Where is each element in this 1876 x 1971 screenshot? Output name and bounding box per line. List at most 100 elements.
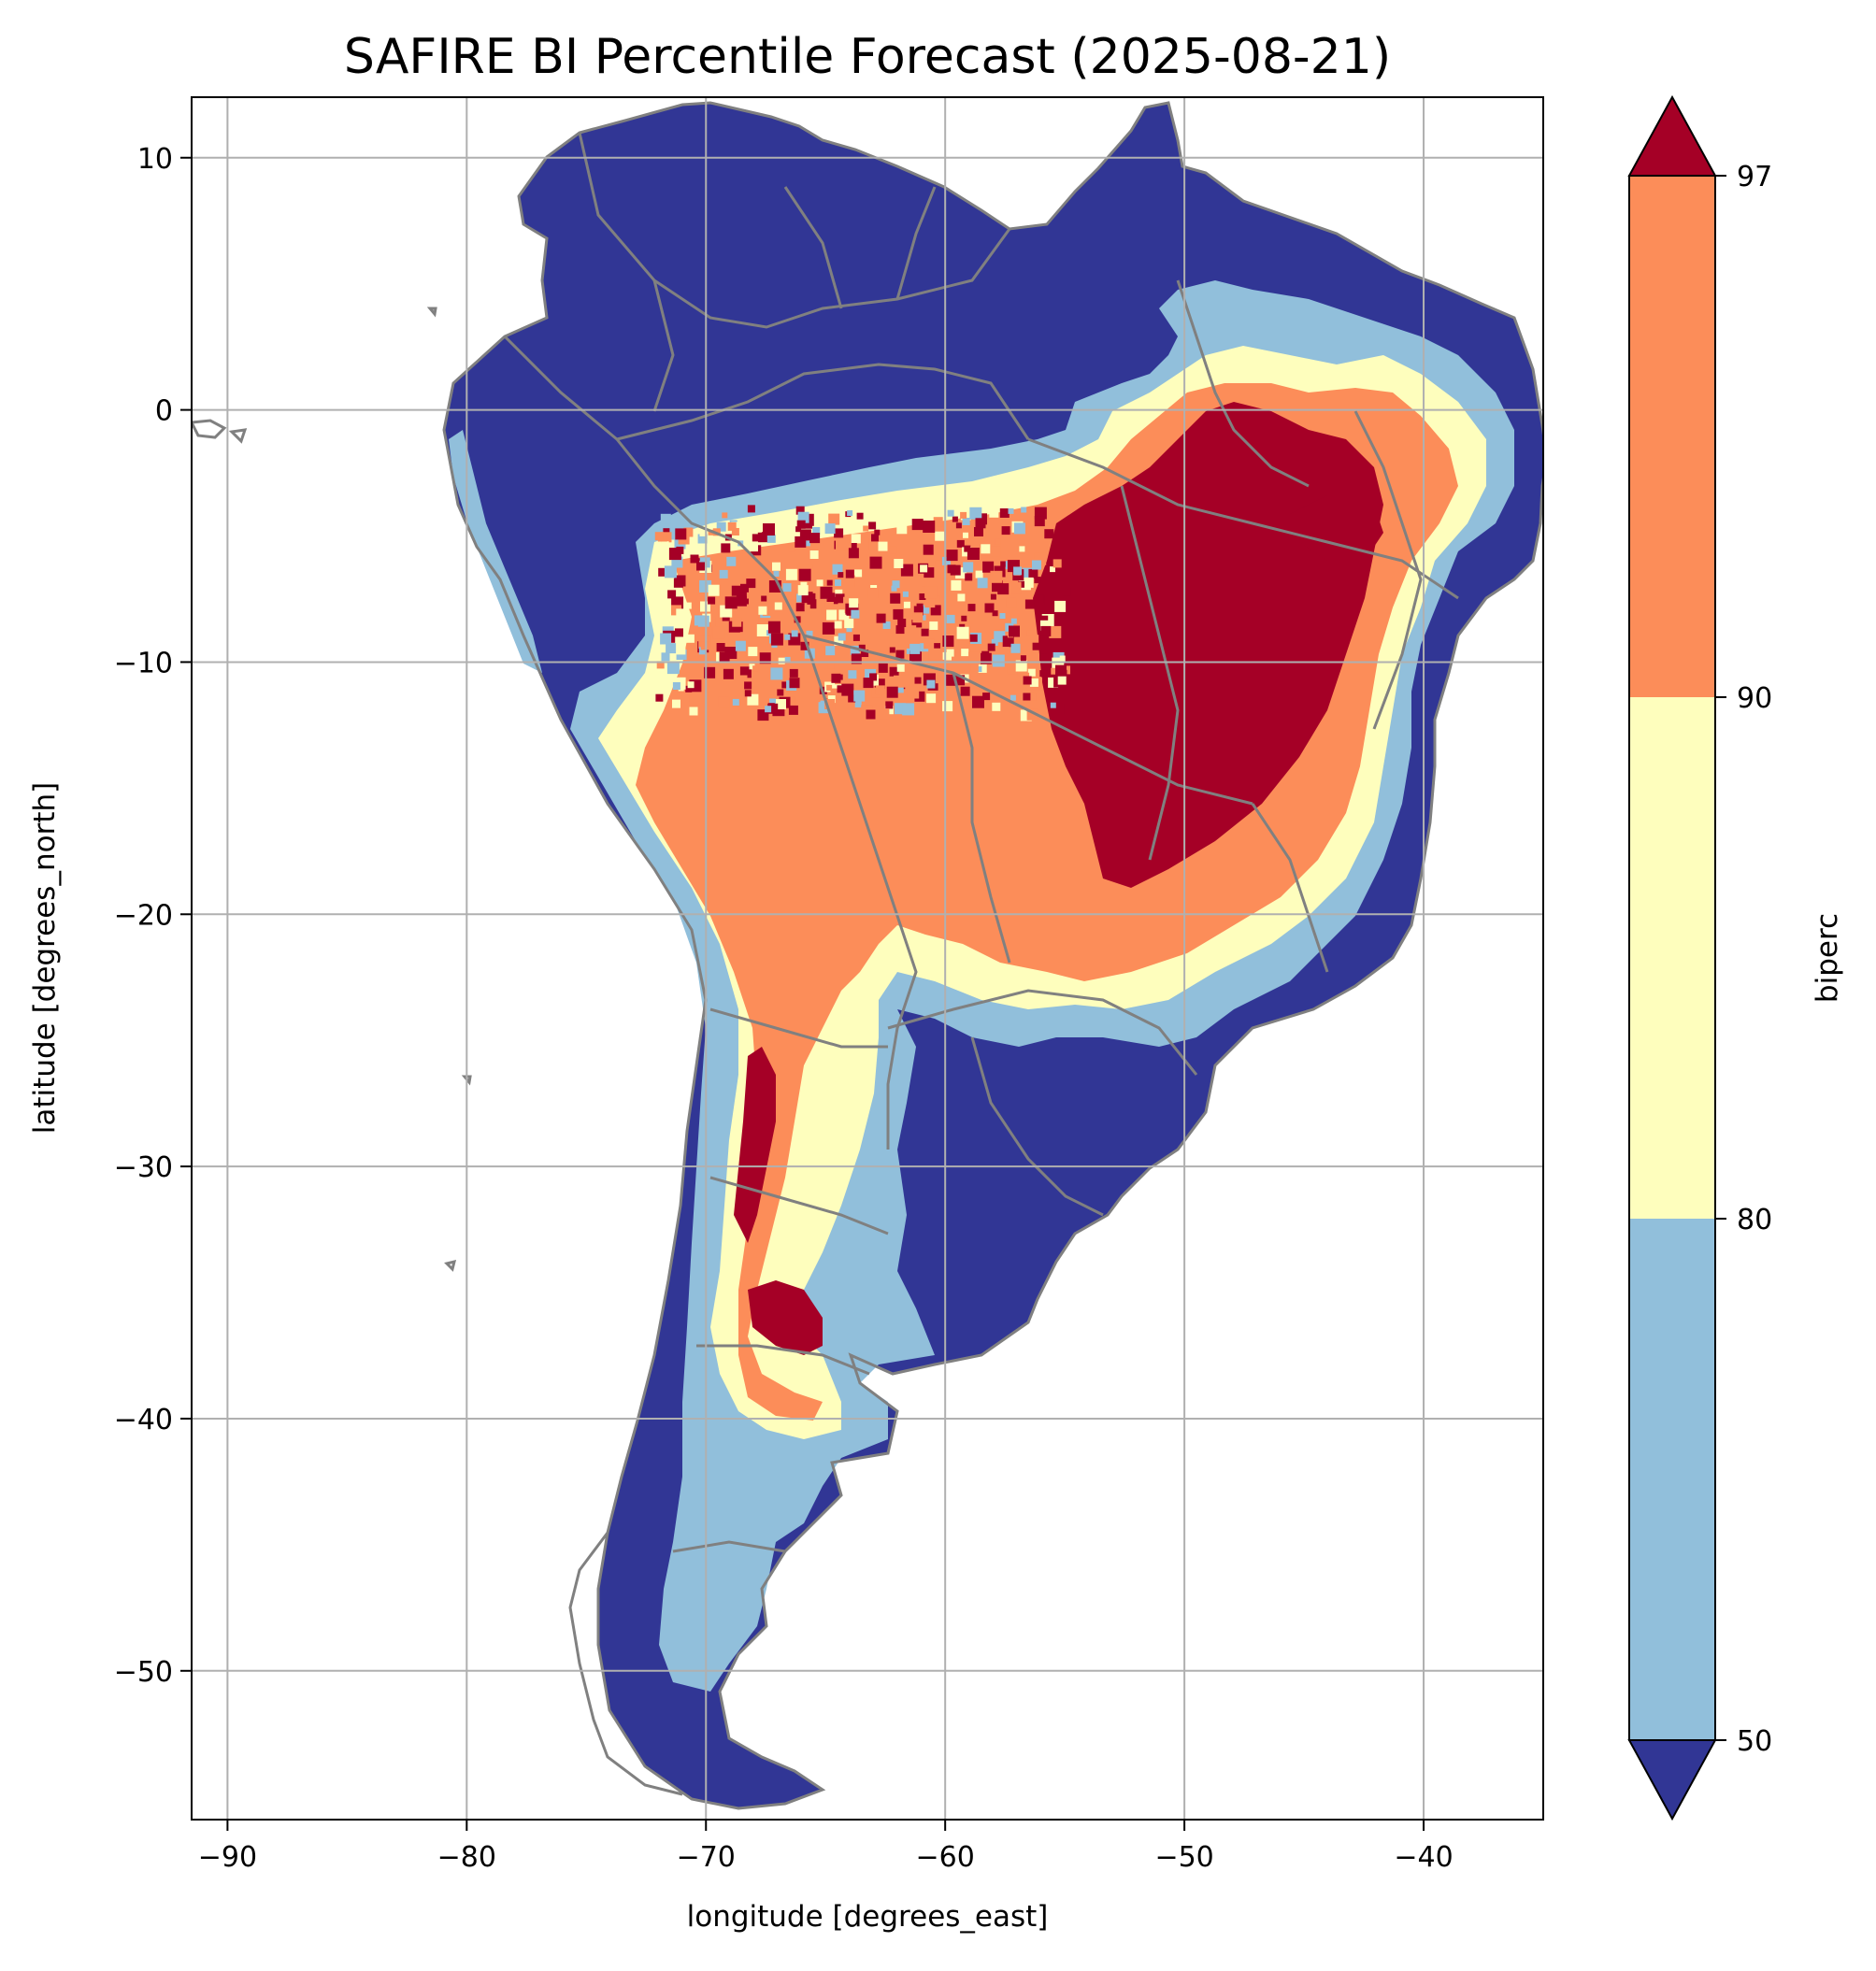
y-tick-label: −40 (114, 1404, 173, 1436)
speckle-cell (781, 681, 789, 689)
speckle-cell (868, 511, 875, 518)
speckle-cell (919, 593, 926, 600)
speckle-cell (1040, 620, 1051, 631)
speckle-cell (875, 685, 885, 695)
speckle-cell (785, 568, 797, 580)
speckle-cell (773, 571, 780, 577)
speckle-cell (826, 579, 833, 586)
chile-archipelago (568, 1532, 683, 1796)
speckle-cell (834, 636, 844, 646)
speckle-cell (991, 638, 998, 646)
speckle-cell (698, 647, 707, 655)
speckle-cell (854, 700, 862, 707)
y-tick-label: 0 (155, 395, 173, 428)
region-c5-andes (734, 1047, 776, 1243)
speckle-cell (1010, 643, 1021, 653)
region-c2-andes-coast (449, 430, 542, 673)
speckle-cell (1028, 693, 1037, 701)
x-tick-label: −90 (198, 1841, 257, 1874)
map-panel[interactable] (191, 96, 1547, 1821)
speckle-cell (889, 666, 899, 677)
speckle-cell (1040, 615, 1049, 623)
speckle-cell (856, 512, 864, 520)
border-inner-f (887, 989, 1198, 1076)
speckle-cell (867, 588, 879, 598)
speckle-cell (946, 550, 958, 562)
speckle-cell (747, 536, 753, 542)
speckle-cell (914, 691, 925, 702)
speckle-cell (747, 505, 755, 513)
speckle-cell (846, 626, 852, 633)
speckle-cell (863, 678, 874, 689)
speckle-cell (956, 626, 969, 639)
speckle-cell (968, 651, 981, 664)
speckle-cell (1053, 559, 1062, 568)
speckle-cell (1023, 577, 1034, 588)
speckle-cell (999, 508, 1010, 518)
speckle-cell (697, 615, 709, 627)
speckle-cell (752, 534, 760, 542)
speckle-cell (972, 695, 984, 708)
colorbar-tick-label: 97 (1737, 161, 1772, 193)
speckle-cell (667, 590, 677, 599)
speckle-cell (992, 702, 1001, 711)
x-axis-ticks: −90 −80 −70 −60 −50 −40 (198, 1820, 1454, 1874)
speckle-cell (1064, 704, 1075, 714)
speckle-cell (744, 690, 752, 697)
speckle-cell (1062, 587, 1071, 596)
speckle-cell (731, 585, 742, 596)
speckle-cell (891, 585, 897, 592)
speckle-cell (759, 652, 771, 664)
speckle-cell (911, 519, 924, 531)
border-inner-p (1251, 803, 1329, 973)
colorbar-segment-80-90 (1629, 697, 1715, 1219)
speckle-cell (975, 518, 986, 529)
speckle-cell (961, 649, 969, 657)
speckle-cell (923, 544, 934, 555)
speckle-cell (769, 698, 777, 706)
colorbar-segment-90-97 (1629, 176, 1715, 697)
speckle-cell (960, 686, 970, 696)
speckle-cell (795, 506, 805, 515)
speckle-cell (718, 696, 730, 708)
speckle-cell (851, 653, 862, 664)
speckle-cell (726, 556, 737, 566)
border-inner-s (783, 186, 843, 309)
speckle-cell (1023, 672, 1030, 679)
speckle-cell (969, 507, 982, 520)
speckle-cell (748, 647, 758, 657)
speckle-cell (716, 521, 726, 532)
speckle-cell (894, 675, 906, 688)
speckle-cell (964, 545, 971, 552)
speckle-cell (747, 540, 758, 552)
speckle-cell (920, 614, 926, 621)
speckle-cell (816, 579, 823, 587)
speckle-cell (838, 609, 850, 621)
speckle-cell (774, 602, 782, 610)
speckle-cell (930, 605, 941, 616)
speckle-cell (1023, 676, 1032, 685)
speckle-cell (655, 693, 664, 702)
speckle-cell (978, 673, 984, 679)
speckle-cell (702, 625, 712, 636)
speckle-cell (752, 665, 759, 672)
speckle-cell (784, 634, 791, 640)
speckle-cell (797, 585, 809, 596)
speckle-cell (836, 538, 848, 551)
speckle-cell (1010, 618, 1017, 624)
speckle-cell (1055, 664, 1067, 677)
border-inner-c (616, 363, 1030, 441)
speckle-cell (757, 532, 768, 543)
speckle-cell (723, 668, 734, 679)
speckle-cell (940, 572, 948, 579)
speckle-cell (788, 705, 798, 715)
speckle-cell (835, 593, 845, 604)
speckle-cell (789, 678, 800, 689)
speckle-cell (735, 640, 746, 651)
speckle-cell (827, 662, 835, 669)
speckle-cell (851, 534, 861, 544)
speckle-cell (809, 533, 821, 544)
chart-title: SAFIRE BI Percentile Forecast (2025-08-2… (344, 29, 1391, 85)
speckle-cell (1050, 702, 1056, 708)
speckle-cell (950, 564, 961, 576)
